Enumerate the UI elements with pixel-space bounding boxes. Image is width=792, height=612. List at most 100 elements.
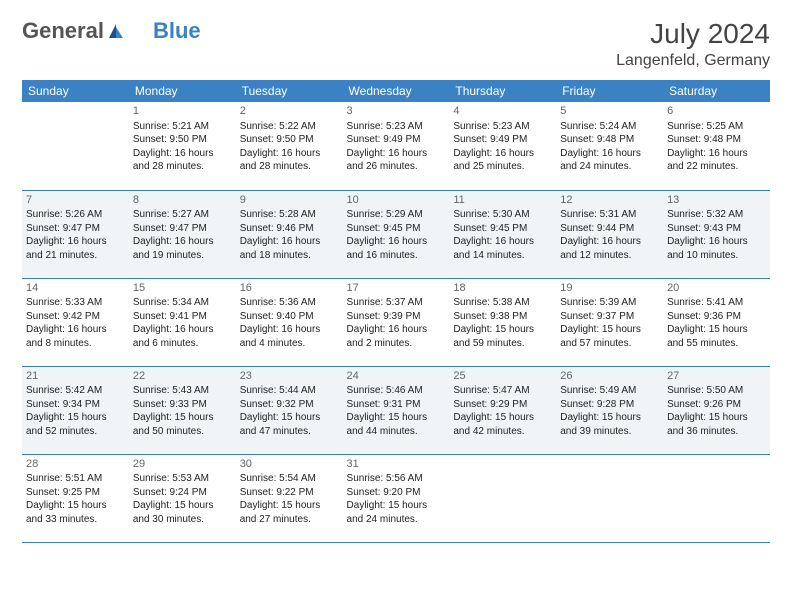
day-info-line: Daylight: 16 hours <box>347 235 446 249</box>
day-number: 3 <box>347 104 446 119</box>
day-info-line: and 19 minutes. <box>133 249 232 263</box>
day-info-line: Daylight: 15 hours <box>667 411 766 425</box>
day-number: 24 <box>347 369 446 384</box>
calendar-week-row: 14Sunrise: 5:33 AMSunset: 9:42 PMDayligh… <box>22 278 770 366</box>
day-info-line: Sunset: 9:33 PM <box>133 398 232 412</box>
calendar-day-cell: 9Sunrise: 5:28 AMSunset: 9:46 PMDaylight… <box>236 190 343 278</box>
calendar-day-cell: 1Sunrise: 5:21 AMSunset: 9:50 PMDaylight… <box>129 102 236 190</box>
day-info-line: Sunrise: 5:22 AM <box>240 120 339 134</box>
day-info-line: and 59 minutes. <box>453 337 552 351</box>
day-number: 31 <box>347 457 446 472</box>
day-info-line: and 8 minutes. <box>26 337 125 351</box>
calendar-day-cell: 21Sunrise: 5:42 AMSunset: 9:34 PMDayligh… <box>22 366 129 454</box>
day-info-line: Daylight: 15 hours <box>347 411 446 425</box>
day-info-line: Daylight: 16 hours <box>667 147 766 161</box>
day-info-line: Sunset: 9:28 PM <box>560 398 659 412</box>
day-info-line: Daylight: 16 hours <box>240 235 339 249</box>
day-number: 27 <box>667 369 766 384</box>
day-number: 14 <box>26 281 125 296</box>
day-info-line: Sunset: 9:41 PM <box>133 310 232 324</box>
day-info-line: Sunset: 9:34 PM <box>26 398 125 412</box>
day-info-line: and 52 minutes. <box>26 425 125 439</box>
day-info-line: Sunrise: 5:34 AM <box>133 296 232 310</box>
calendar-day-cell: 15Sunrise: 5:34 AMSunset: 9:41 PMDayligh… <box>129 278 236 366</box>
day-info-line: Daylight: 15 hours <box>453 323 552 337</box>
day-info-line: and 24 minutes. <box>347 513 446 527</box>
calendar-day-cell: 23Sunrise: 5:44 AMSunset: 9:32 PMDayligh… <box>236 366 343 454</box>
day-number: 23 <box>240 369 339 384</box>
day-number: 16 <box>240 281 339 296</box>
day-info-line: Sunset: 9:26 PM <box>667 398 766 412</box>
calendar-day-cell: 25Sunrise: 5:47 AMSunset: 9:29 PMDayligh… <box>449 366 556 454</box>
day-info-line: and 6 minutes. <box>133 337 232 351</box>
day-info-line: and 28 minutes. <box>240 160 339 174</box>
brand-blue: Blue <box>153 18 201 44</box>
month-title: July 2024 <box>616 18 770 50</box>
calendar-table: SundayMondayTuesdayWednesdayThursdayFrid… <box>22 80 770 543</box>
day-number: 8 <box>133 193 232 208</box>
day-info-line: Daylight: 16 hours <box>667 235 766 249</box>
day-info-line: Daylight: 16 hours <box>133 235 232 249</box>
day-number: 11 <box>453 193 552 208</box>
calendar-day-cell: 22Sunrise: 5:43 AMSunset: 9:33 PMDayligh… <box>129 366 236 454</box>
day-info-line: Sunrise: 5:21 AM <box>133 120 232 134</box>
day-info-line: Daylight: 15 hours <box>667 323 766 337</box>
location-label: Langenfeld, Germany <box>616 52 770 70</box>
day-info-line: Sunset: 9:22 PM <box>240 486 339 500</box>
day-info-line: Sunrise: 5:23 AM <box>453 120 552 134</box>
day-info-line: Daylight: 16 hours <box>133 323 232 337</box>
calendar-day-cell: 31Sunrise: 5:56 AMSunset: 9:20 PMDayligh… <box>343 454 450 542</box>
calendar-week-row: 21Sunrise: 5:42 AMSunset: 9:34 PMDayligh… <box>22 366 770 454</box>
calendar-day-cell: 29Sunrise: 5:53 AMSunset: 9:24 PMDayligh… <box>129 454 236 542</box>
day-info-line: and 12 minutes. <box>560 249 659 263</box>
day-info-line: and 10 minutes. <box>667 249 766 263</box>
day-of-week-row: SundayMondayTuesdayWednesdayThursdayFrid… <box>22 80 770 102</box>
day-info-line: Daylight: 16 hours <box>26 235 125 249</box>
day-info-line: Sunrise: 5:33 AM <box>26 296 125 310</box>
day-number: 25 <box>453 369 552 384</box>
day-number: 10 <box>347 193 446 208</box>
day-info-line: Daylight: 16 hours <box>347 323 446 337</box>
day-info-line: and 55 minutes. <box>667 337 766 351</box>
calendar-day-cell: 14Sunrise: 5:33 AMSunset: 9:42 PMDayligh… <box>22 278 129 366</box>
day-info-line: Daylight: 15 hours <box>347 499 446 513</box>
day-info-line: Sunrise: 5:50 AM <box>667 384 766 398</box>
day-info-line: Daylight: 16 hours <box>453 147 552 161</box>
day-info-line: Sunrise: 5:25 AM <box>667 120 766 134</box>
day-info-line: and 47 minutes. <box>240 425 339 439</box>
day-info-line: Daylight: 16 hours <box>453 235 552 249</box>
day-of-week-header: Sunday <box>22 80 129 102</box>
day-number: 19 <box>560 281 659 296</box>
day-info-line: and 44 minutes. <box>347 425 446 439</box>
calendar-day-cell: 6Sunrise: 5:25 AMSunset: 9:48 PMDaylight… <box>663 102 770 190</box>
calendar-day-cell: 30Sunrise: 5:54 AMSunset: 9:22 PMDayligh… <box>236 454 343 542</box>
day-number: 30 <box>240 457 339 472</box>
day-info-line: Sunrise: 5:26 AM <box>26 208 125 222</box>
day-info-line: Sunset: 9:48 PM <box>560 133 659 147</box>
day-number: 17 <box>347 281 446 296</box>
day-info-line: Daylight: 16 hours <box>240 147 339 161</box>
calendar-day-cell: 4Sunrise: 5:23 AMSunset: 9:49 PMDaylight… <box>449 102 556 190</box>
calendar-week-row: 28Sunrise: 5:51 AMSunset: 9:25 PMDayligh… <box>22 454 770 542</box>
day-info-line: Daylight: 15 hours <box>560 411 659 425</box>
day-info-line: Sunrise: 5:29 AM <box>347 208 446 222</box>
calendar-day-cell: 3Sunrise: 5:23 AMSunset: 9:49 PMDaylight… <box>343 102 450 190</box>
calendar-day-cell: 2Sunrise: 5:22 AMSunset: 9:50 PMDaylight… <box>236 102 343 190</box>
brand-general: General <box>22 18 104 44</box>
day-info-line: Sunset: 9:45 PM <box>453 222 552 236</box>
calendar-empty-cell <box>22 102 129 190</box>
calendar-day-cell: 28Sunrise: 5:51 AMSunset: 9:25 PMDayligh… <box>22 454 129 542</box>
day-info-line: and 57 minutes. <box>560 337 659 351</box>
day-info-line: Sunrise: 5:41 AM <box>667 296 766 310</box>
day-info-line: and 50 minutes. <box>133 425 232 439</box>
day-info-line: Daylight: 15 hours <box>26 499 125 513</box>
day-info-line: Sunset: 9:48 PM <box>667 133 766 147</box>
brand-logo: General Blue <box>22 18 201 44</box>
day-info-line: and 36 minutes. <box>667 425 766 439</box>
calendar-day-cell: 5Sunrise: 5:24 AMSunset: 9:48 PMDaylight… <box>556 102 663 190</box>
calendar-week-row: 1Sunrise: 5:21 AMSunset: 9:50 PMDaylight… <box>22 102 770 190</box>
day-info-line: Sunset: 9:43 PM <box>667 222 766 236</box>
day-info-line: Sunrise: 5:49 AM <box>560 384 659 398</box>
day-info-line: Daylight: 16 hours <box>240 323 339 337</box>
calendar-day-cell: 11Sunrise: 5:30 AMSunset: 9:45 PMDayligh… <box>449 190 556 278</box>
